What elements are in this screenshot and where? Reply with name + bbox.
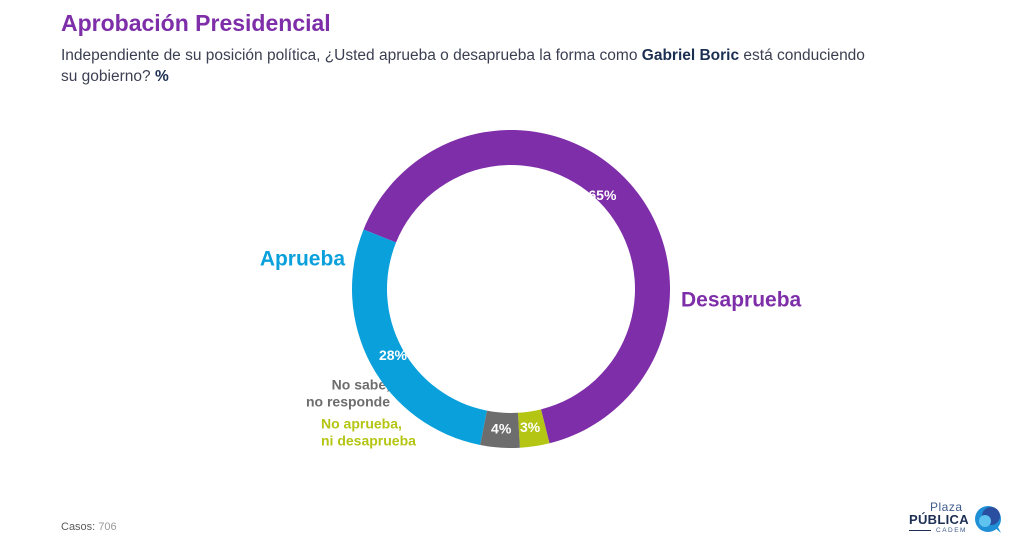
plaza-publica-logo: Plaza PÚBLICA CADEM: [906, 500, 1006, 540]
page-subtitle: Independiente de su posición política, ¿…: [61, 45, 881, 87]
value-label-no-aprueba-ni-desaprueba: 3%: [520, 419, 541, 435]
page-title: Aprobación Presidencial: [61, 10, 331, 36]
series-label-no-aprueba-ni-desaprueba: No aprueba, ni desaprueba: [321, 416, 416, 449]
logo-line2: PÚBLICA: [909, 512, 969, 527]
casos-value: 706: [98, 521, 117, 533]
slice-no-aprueba-ni-desaprueba: [517, 409, 550, 448]
logo-underline: [909, 530, 931, 531]
subtitle-text-2: está conduciendo su gobierno?: [61, 47, 865, 85]
slice-aprueba: [352, 229, 487, 445]
value-label-aprueba: 28%: [379, 347, 408, 363]
series-label-desaprueba: Desaprueba: [681, 288, 802, 311]
sample-size: Casos: 706: [61, 521, 117, 533]
casos-label: Casos:: [61, 521, 96, 533]
series-label-aprueba: Aprueba: [260, 247, 346, 270]
value-label-desaprueba: 65%: [588, 187, 617, 203]
slice-no-sabe-no-responde: [480, 410, 520, 448]
logo-line1: Plaza: [930, 500, 963, 514]
value-label-no-sabe-no-responde: 4%: [491, 420, 512, 436]
subtitle-text: Independiente de su posición política, ¿…: [61, 47, 642, 64]
series-label-no-sabe-no-responde: No sabe, no responde: [306, 377, 390, 410]
subtitle-unit: %: [154, 68, 169, 85]
speech-bubble-icon: [975, 506, 1001, 533]
subtitle-name: Gabriel Boric: [641, 47, 740, 64]
logo-line3: CADEM: [936, 527, 967, 534]
